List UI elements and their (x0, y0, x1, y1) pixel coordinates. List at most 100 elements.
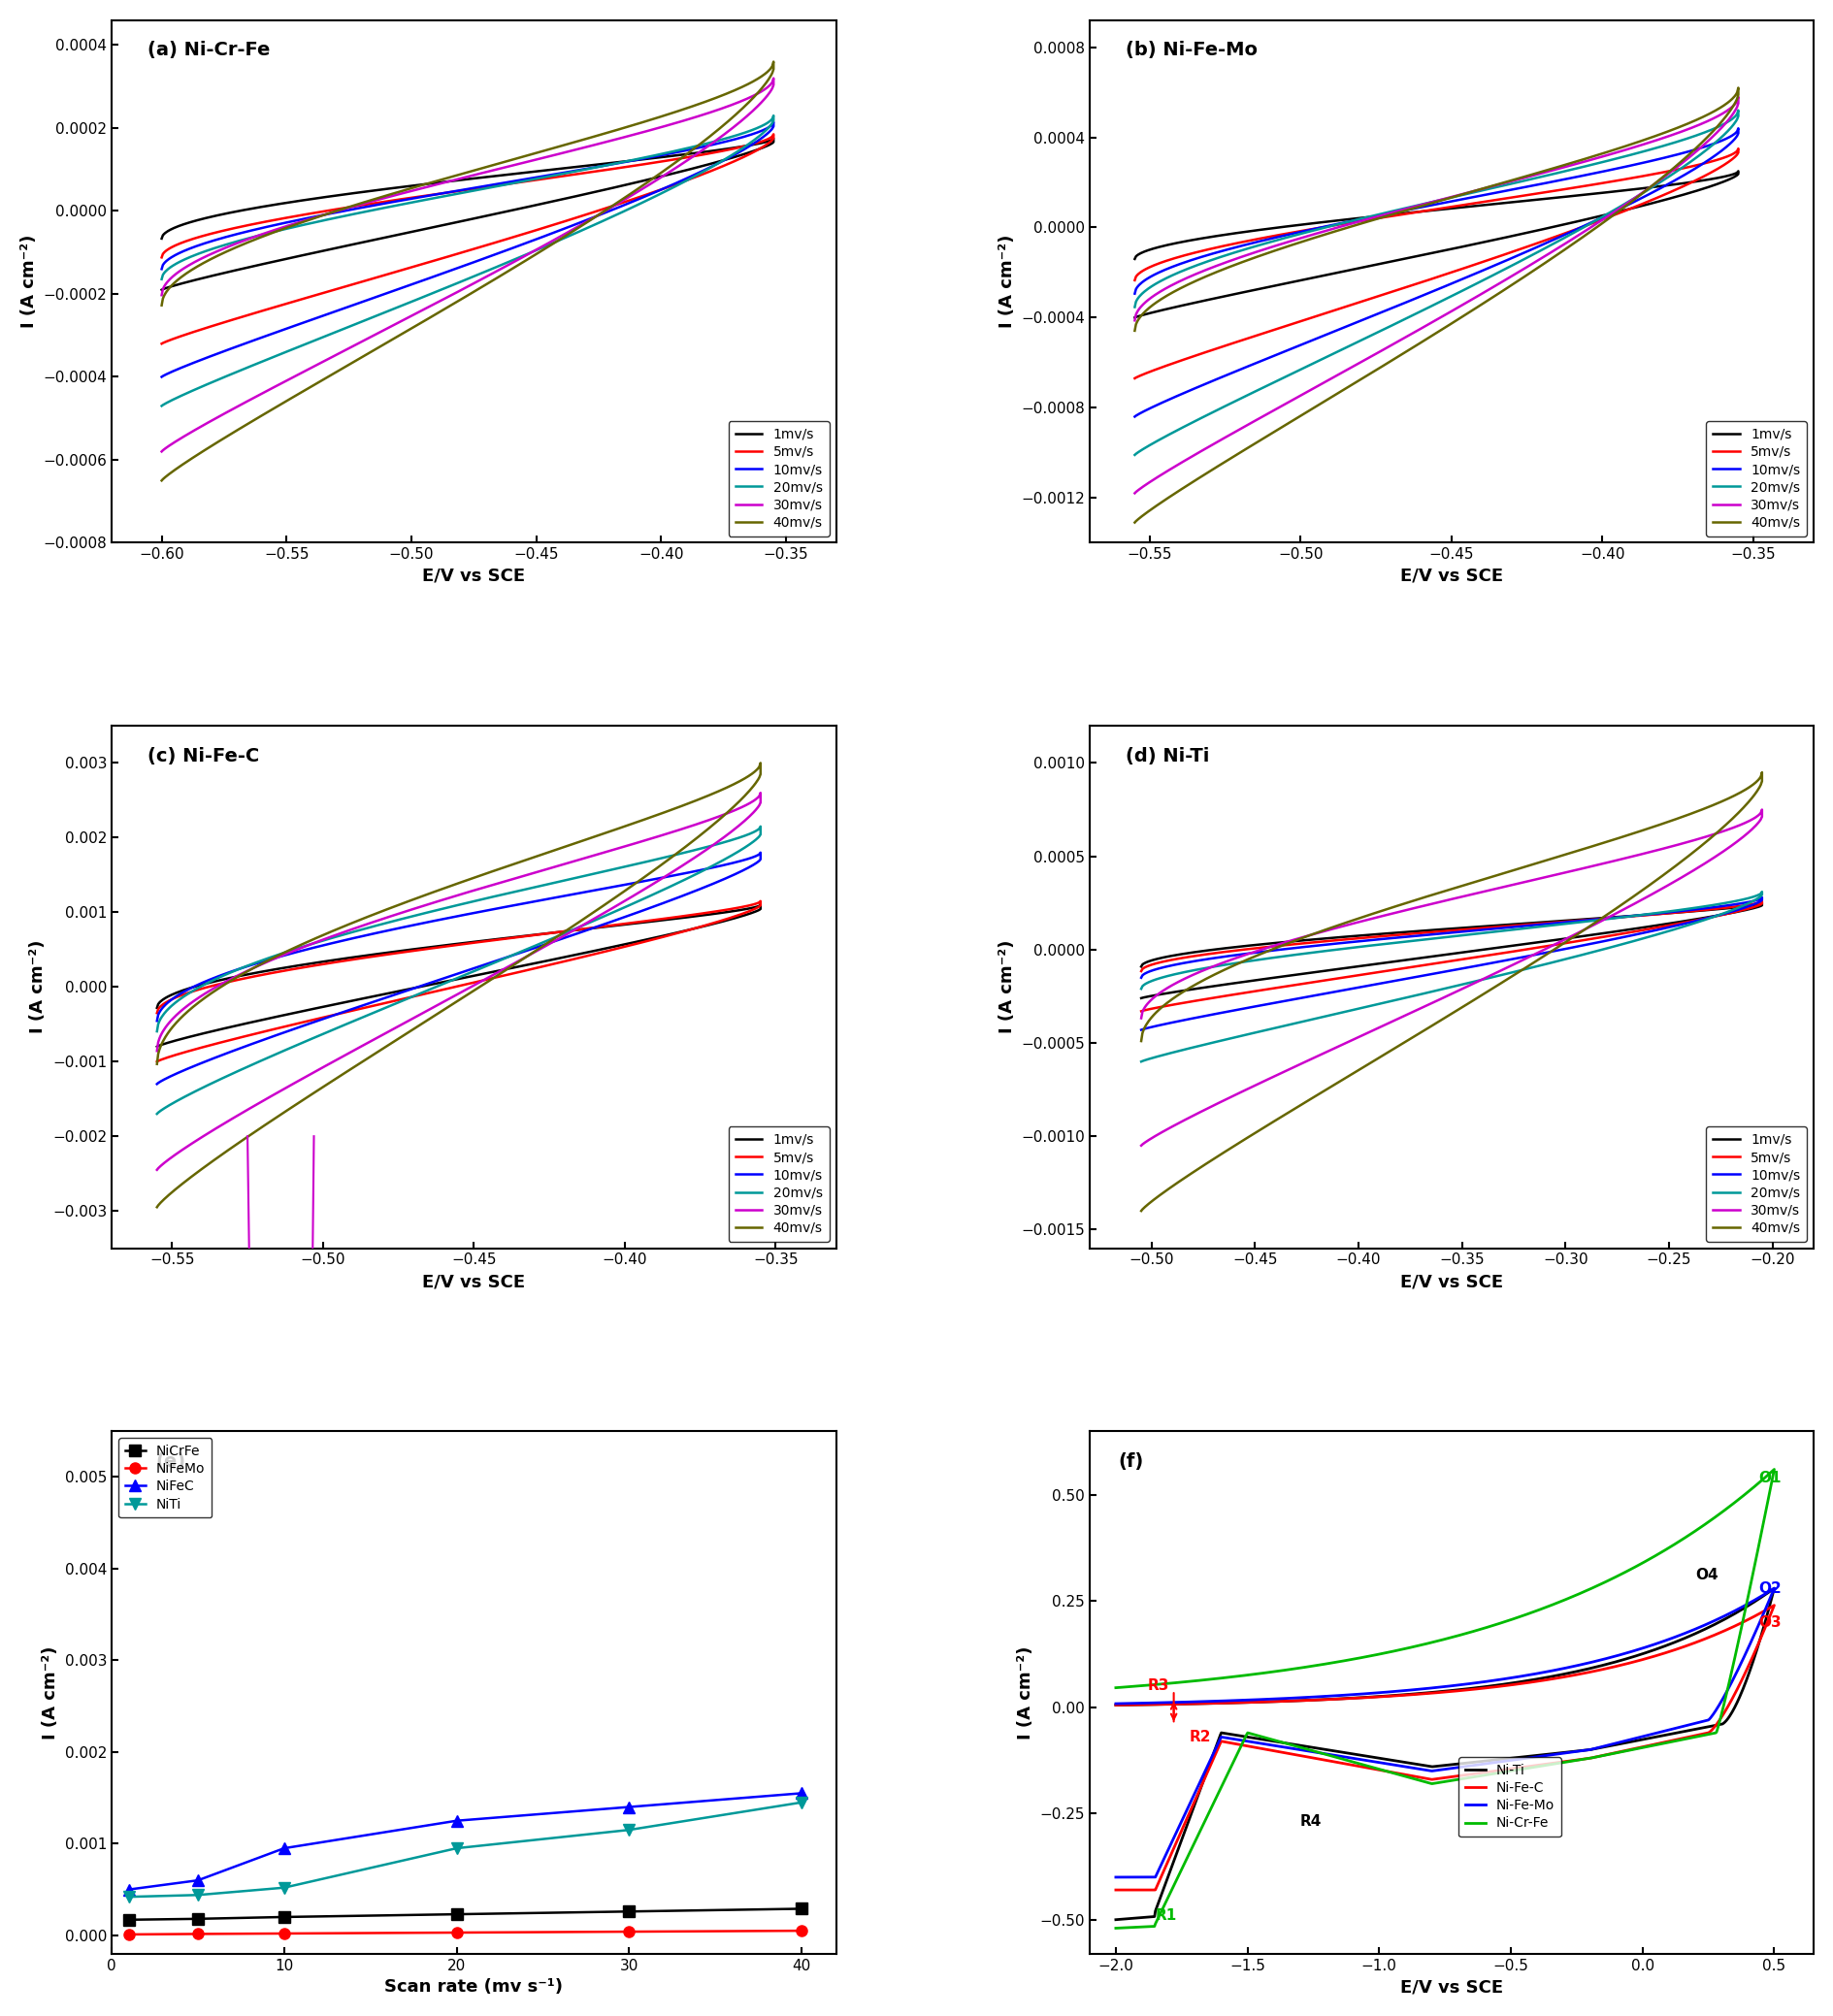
1mv/s (533, 159, 555, 183)
1mv/s (420, 171, 442, 196)
Line: 5mv/s: 5mv/s (158, 901, 761, 1062)
30mv/s (1631, 887, 1653, 911)
1mv/s (1124, 306, 1146, 331)
1mv/s (522, 923, 544, 948)
5mv/s (1124, 268, 1146, 292)
1mv/s (763, 127, 785, 151)
Y-axis label: I (A cm⁻²): I (A cm⁻²) (997, 939, 1015, 1034)
5mv/s (269, 1016, 291, 1040)
20mv/s (150, 393, 172, 417)
30mv/s (1388, 198, 1410, 222)
40mv/s (763, 50, 785, 75)
Line: 10mv/s: 10mv/s (161, 121, 774, 377)
Line: Ni-Fe-Mo: Ni-Fe-Mo (1114, 1589, 1773, 1877)
Line: 20mv/s: 20mv/s (1135, 111, 1738, 456)
40mv/s (1256, 1113, 1278, 1137)
10mv/s (1380, 925, 1402, 950)
10mv/s (150, 365, 172, 389)
10mv/s (1124, 282, 1146, 306)
40mv/s (269, 1103, 291, 1127)
5mv/s (1256, 978, 1278, 1002)
Ni-Fe-Mo (1762, 1581, 1784, 1605)
10mv/s (275, 317, 297, 341)
5mv/s (1727, 137, 1749, 161)
NiFeC (273, 1837, 295, 1861)
Line: 40mv/s: 40mv/s (158, 762, 761, 1208)
Ni-Fe-Mo (1103, 1691, 1125, 1716)
5mv/s (1246, 323, 1268, 347)
40mv/s (275, 389, 297, 413)
30mv/s (750, 780, 772, 804)
20mv/s (750, 814, 772, 839)
20mv/s (1124, 294, 1146, 319)
Line: 30mv/s: 30mv/s (161, 79, 774, 452)
1mv/s (398, 173, 420, 198)
Line: 40mv/s: 40mv/s (161, 62, 774, 480)
Ni-Fe-C (1466, 1762, 1488, 1786)
Text: (a) Ni-Cr-Fe: (a) Ni-Cr-Fe (148, 40, 271, 60)
40mv/s (420, 171, 442, 196)
10mv/s (1631, 921, 1653, 946)
20mv/s (1366, 202, 1388, 226)
Line: Ni-Fe-C: Ni-Fe-C (1114, 1605, 1773, 1889)
30mv/s (689, 139, 711, 163)
Line: 1mv/s: 1mv/s (161, 139, 774, 290)
NiFeC (790, 1782, 812, 1806)
5mv/s (1124, 367, 1146, 391)
Ni-Fe-C (1103, 1877, 1125, 1901)
NiFeC (117, 1877, 139, 1901)
Ni-Cr-Fe (1188, 1818, 1210, 1843)
10mv/s (1518, 913, 1540, 937)
Line: 20mv/s: 20mv/s (158, 827, 761, 1115)
Ni-Fe-C (1670, 1726, 1692, 1750)
Text: (d) Ni-Ti: (d) Ni-Ti (1125, 746, 1210, 764)
20mv/s (1402, 929, 1424, 954)
Legend: Ni-Ti, Ni-Fe-C, Ni-Fe-Mo, Ni-Cr-Fe: Ni-Ti, Ni-Fe-C, Ni-Fe-Mo, Ni-Cr-Fe (1457, 1756, 1560, 1837)
20mv/s (1631, 925, 1653, 950)
1mv/s (1631, 915, 1653, 939)
40mv/s (750, 750, 772, 774)
20mv/s (1256, 1018, 1278, 1042)
30mv/s (634, 877, 656, 901)
40mv/s (150, 292, 172, 317)
20mv/s (269, 1040, 291, 1064)
20mv/s (1611, 194, 1633, 218)
Y-axis label: I (A cm⁻²): I (A cm⁻²) (1015, 1645, 1034, 1740)
10mv/s (1256, 992, 1278, 1016)
30mv/s (1129, 1133, 1151, 1157)
30mv/s (1366, 204, 1388, 228)
40mv/s (150, 468, 172, 492)
Legend: 1mv/s, 5mv/s, 10mv/s, 20mv/s, 30mv/s, 40mv/s: 1mv/s, 5mv/s, 10mv/s, 20mv/s, 30mv/s, 40… (1705, 1127, 1806, 1242)
X-axis label: E/V vs SCE: E/V vs SCE (422, 566, 524, 585)
1mv/s (1129, 954, 1151, 978)
40mv/s (1129, 1200, 1151, 1224)
40mv/s (1751, 760, 1773, 784)
20mv/s (1751, 879, 1773, 903)
X-axis label: E/V vs SCE: E/V vs SCE (1399, 1978, 1503, 1996)
10mv/s (1611, 196, 1633, 220)
NiCrFe (445, 1903, 467, 1927)
1mv/s (645, 165, 667, 190)
NiFeC (618, 1794, 640, 1818)
20mv/s (1124, 444, 1146, 468)
30mv/s (150, 282, 172, 306)
30mv/s (398, 179, 420, 204)
Line: 30mv/s: 30mv/s (158, 792, 761, 1169)
NiFeMo (187, 1921, 209, 1945)
Line: 1mv/s: 1mv/s (158, 905, 761, 1046)
5mv/s (147, 1002, 169, 1026)
Line: Ni-Cr-Fe: Ni-Cr-Fe (1114, 1470, 1773, 1927)
1mv/s (1677, 909, 1699, 933)
10mv/s (1366, 204, 1388, 228)
NiCrFe (618, 1899, 640, 1923)
Ni-Fe-Mo (1188, 1770, 1210, 1794)
10mv/s (689, 159, 711, 183)
Line: 10mv/s: 10mv/s (1135, 129, 1738, 417)
X-axis label: E/V vs SCE: E/V vs SCE (1399, 1272, 1503, 1290)
40mv/s (411, 885, 433, 909)
40mv/s (1124, 319, 1146, 343)
Line: 5mv/s: 5mv/s (1135, 149, 1738, 379)
Ni-Fe-Mo (1670, 1716, 1692, 1740)
NiCrFe (117, 1907, 139, 1931)
10mv/s (1751, 885, 1773, 909)
